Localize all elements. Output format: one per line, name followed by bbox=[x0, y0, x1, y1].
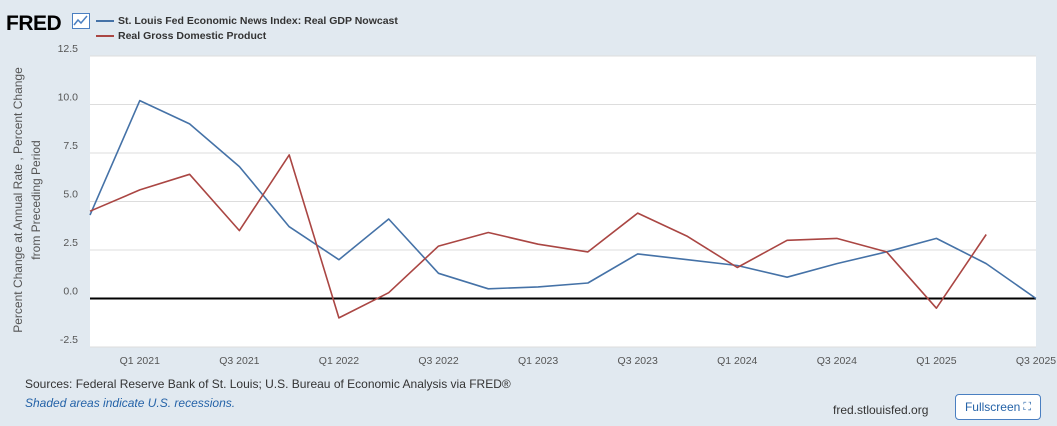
y-tick-label: -2.5 bbox=[60, 334, 78, 346]
x-tick-label: Q1 2023 bbox=[518, 355, 558, 367]
y-tick-label: 12.5 bbox=[58, 43, 79, 55]
x-tick-label: Q3 2021 bbox=[219, 355, 259, 367]
recession-note-link[interactable]: Shaded areas indicate U.S. recessions. bbox=[25, 396, 236, 410]
x-tick-label: Q1 2024 bbox=[717, 355, 757, 367]
site-url: fred.stlouisfed.org bbox=[833, 403, 929, 417]
fullscreen-label: Fullscreen bbox=[964, 400, 1021, 414]
series-line-0[interactable] bbox=[89, 99, 1037, 300]
y-tick-label: 0.0 bbox=[63, 286, 78, 298]
y-tick-label: 7.5 bbox=[63, 140, 78, 152]
x-tick-label: Q3 2024 bbox=[817, 355, 857, 367]
fred-logo: FRED bbox=[6, 12, 62, 35]
y-axis-label: Percent Change at Annual Rate , Percent … bbox=[11, 67, 25, 333]
y-tick-label: 2.5 bbox=[63, 237, 78, 249]
x-tick-label: Q3 2022 bbox=[418, 355, 458, 367]
legend-label: St. Louis Fed Economic News Index: Real … bbox=[118, 15, 398, 27]
y-tick-label: 10.0 bbox=[58, 92, 79, 104]
x-tick-label: Q1 2025 bbox=[916, 355, 956, 367]
series-line-1[interactable] bbox=[89, 154, 987, 319]
y-axis-label: from Preceding Period bbox=[29, 140, 43, 259]
legend-item-real-gdp[interactable]: Real Gross Domestic Product bbox=[96, 30, 266, 42]
legend-swatch bbox=[96, 20, 114, 23]
legend-swatch bbox=[96, 35, 114, 38]
legend-item-nowcast[interactable]: St. Louis Fed Economic News Index: Real … bbox=[96, 15, 398, 27]
fullscreen-button[interactable]: Fullscreen ⛶ bbox=[955, 394, 1041, 420]
x-tick-label: Q3 2025 bbox=[1016, 355, 1056, 367]
line-chart-icon bbox=[72, 13, 90, 29]
sources-text: Sources: Federal Reserve Bank of St. Lou… bbox=[25, 377, 511, 391]
chart: 12.5 10.0 7.5 5.0 2.5 0.0 -2.5 Q1 2021 Q3 2021 Q… bbox=[11, 43, 1056, 367]
y-tick-label: 5.0 bbox=[63, 189, 78, 201]
x-tick-label: Q3 2023 bbox=[618, 355, 658, 367]
x-tick-label: Q1 2022 bbox=[319, 355, 359, 367]
expand-icon: ⛶ bbox=[1023, 400, 1032, 413]
legend-label: Real Gross Domestic Product bbox=[118, 30, 267, 42]
x-tick-label: Q1 2021 bbox=[120, 355, 160, 367]
